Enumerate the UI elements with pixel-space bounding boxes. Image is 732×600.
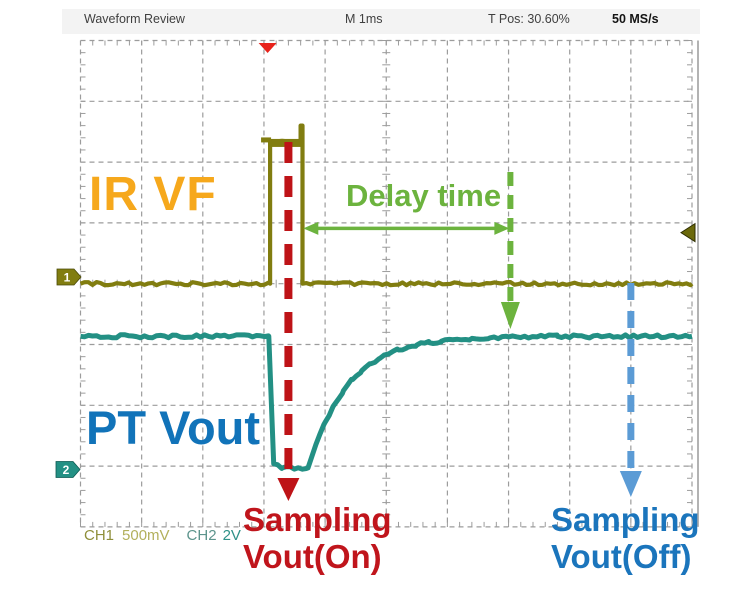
delay-span-left-arrowhead <box>303 221 319 235</box>
ch2-annotation-label: PT Vout <box>86 401 261 454</box>
ch2-readout-scale: 2V <box>222 527 241 544</box>
delay-span-right-arrowhead <box>494 221 510 235</box>
ch2-zero-badge-number: 2 <box>63 463 70 477</box>
trigger-position-marker[interactable] <box>258 43 277 53</box>
ch1-zero-badge[interactable] <box>56 268 82 286</box>
ch1-trace <box>79 123 694 288</box>
header-sample-rate: 50 MS/s <box>612 12 659 26</box>
ch2-readout-label: CH2 <box>186 527 217 544</box>
ch1-readout-scale: 500mV <box>122 527 170 544</box>
sampling-on-line2: Vout(On) <box>243 538 382 575</box>
ch2-trace <box>80 332 693 472</box>
header-trigger-position: T Pos: 30.60% <box>488 12 570 26</box>
ch1-annotation-label: IR VF <box>89 168 217 221</box>
ch1-pulse-left-cap <box>261 137 272 143</box>
header-band <box>62 9 700 34</box>
sampling-off-line1: Sampling <box>551 501 700 538</box>
sampling-off-line2: Vout(Off) <box>551 538 692 575</box>
ch1-readout-label: CH1 <box>84 527 115 544</box>
sampling-on-line1: Sampling <box>243 501 392 538</box>
trigger-level-marker[interactable] <box>680 222 696 243</box>
delay-time-label: Delay time <box>346 178 502 213</box>
header-timebase: M 1ms <box>345 12 383 26</box>
ch1-zero-badge-number: 1 <box>64 271 71 285</box>
delay-arrowhead <box>500 302 520 329</box>
channel-readout: CH1 500mV CH2 2V <box>84 527 241 544</box>
sampling-on-arrowhead <box>277 478 300 501</box>
sampling-off-arrowhead <box>619 471 642 497</box>
header-title: Waveform Review <box>84 12 185 26</box>
sampling-off-label: Sampling Vout(Off) <box>551 501 700 575</box>
ch2-zero-badge[interactable] <box>55 461 81 478</box>
sampling-on-label: Sampling Vout(On) <box>243 501 392 575</box>
